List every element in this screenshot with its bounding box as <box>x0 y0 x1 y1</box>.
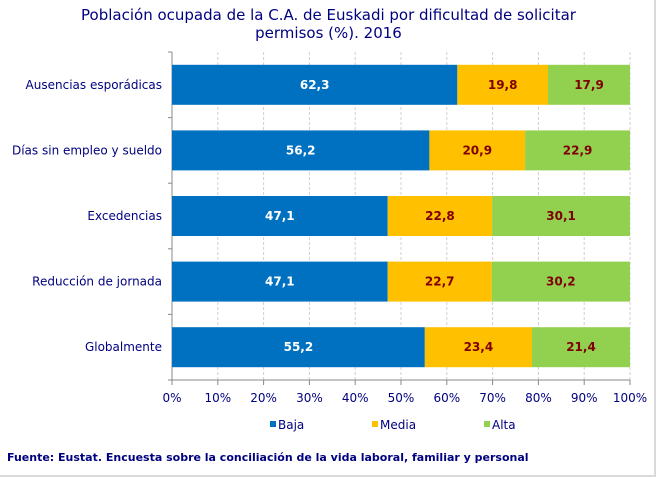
legend-label: Baja <box>278 418 304 432</box>
bar-alta <box>548 64 630 105</box>
data-label: 17,9 <box>574 78 604 92</box>
bar-alta <box>531 327 630 368</box>
bar-media <box>429 130 526 171</box>
bar-alta <box>491 261 630 302</box>
data-label: 47,1 <box>265 275 295 289</box>
x-tick-label: 100% <box>613 391 647 405</box>
title-line-1: Población ocupada de la C.A. de Euskadi … <box>81 6 576 24</box>
data-label: 19,8 <box>488 78 518 92</box>
title-line-2: permisos (%). 2016 <box>255 24 402 42</box>
bar-media <box>387 261 492 302</box>
x-tick-label: 60% <box>433 391 460 405</box>
legend-label: Media <box>380 418 416 432</box>
category-label: Reducción de jornada <box>32 275 162 289</box>
bar-media <box>387 196 493 236</box>
category-label: Excedencias <box>87 209 162 223</box>
category-label: Globalmente <box>85 340 162 354</box>
x-tick-label: 80% <box>525 391 552 405</box>
bar-baja <box>172 196 388 236</box>
x-tick-label: 20% <box>250 391 277 405</box>
x-tick-label: 10% <box>204 391 231 405</box>
chart-title: Población ocupada de la C.A. de Euskadi … <box>0 6 657 42</box>
x-tick-label: 90% <box>571 391 598 405</box>
category-label: Ausencias esporádicas <box>26 78 162 92</box>
legend-swatch-media <box>372 421 378 427</box>
data-label: 22,8 <box>425 209 455 223</box>
data-label: 30,1 <box>546 209 576 223</box>
x-tick-label: 70% <box>479 391 506 405</box>
bar-baja <box>172 130 430 171</box>
data-label: 30,2 <box>546 275 576 289</box>
bar-baja <box>172 261 388 302</box>
bar-media <box>424 327 532 368</box>
data-label: 55,2 <box>284 340 314 354</box>
data-label: 47,1 <box>265 209 295 223</box>
x-tick-label: 50% <box>388 391 415 405</box>
bar-baja <box>172 327 425 368</box>
data-label: 22,7 <box>425 275 455 289</box>
x-tick-label: 0% <box>162 391 181 405</box>
data-label: 56,2 <box>286 143 316 157</box>
data-label: 20,9 <box>462 143 492 157</box>
legend-label: Alta <box>492 418 516 432</box>
bar-alta <box>525 130 630 171</box>
x-tick-label: 30% <box>296 391 323 405</box>
data-label: 22,9 <box>563 143 593 157</box>
legend-swatch-alta <box>484 421 490 427</box>
legend-swatch-baja <box>270 421 276 427</box>
bar-media <box>457 64 549 105</box>
data-label: 62,3 <box>300 78 330 92</box>
source-note: Fuente: Eustat. Encuesta sobre la concil… <box>7 451 529 464</box>
x-tick-label: 40% <box>342 391 369 405</box>
category-label: Días sin empleo y sueldo <box>12 143 162 157</box>
bar-alta <box>492 196 630 236</box>
data-label: 23,4 <box>464 340 494 354</box>
data-label: 21,4 <box>566 340 596 354</box>
bar-baja <box>172 64 458 105</box>
